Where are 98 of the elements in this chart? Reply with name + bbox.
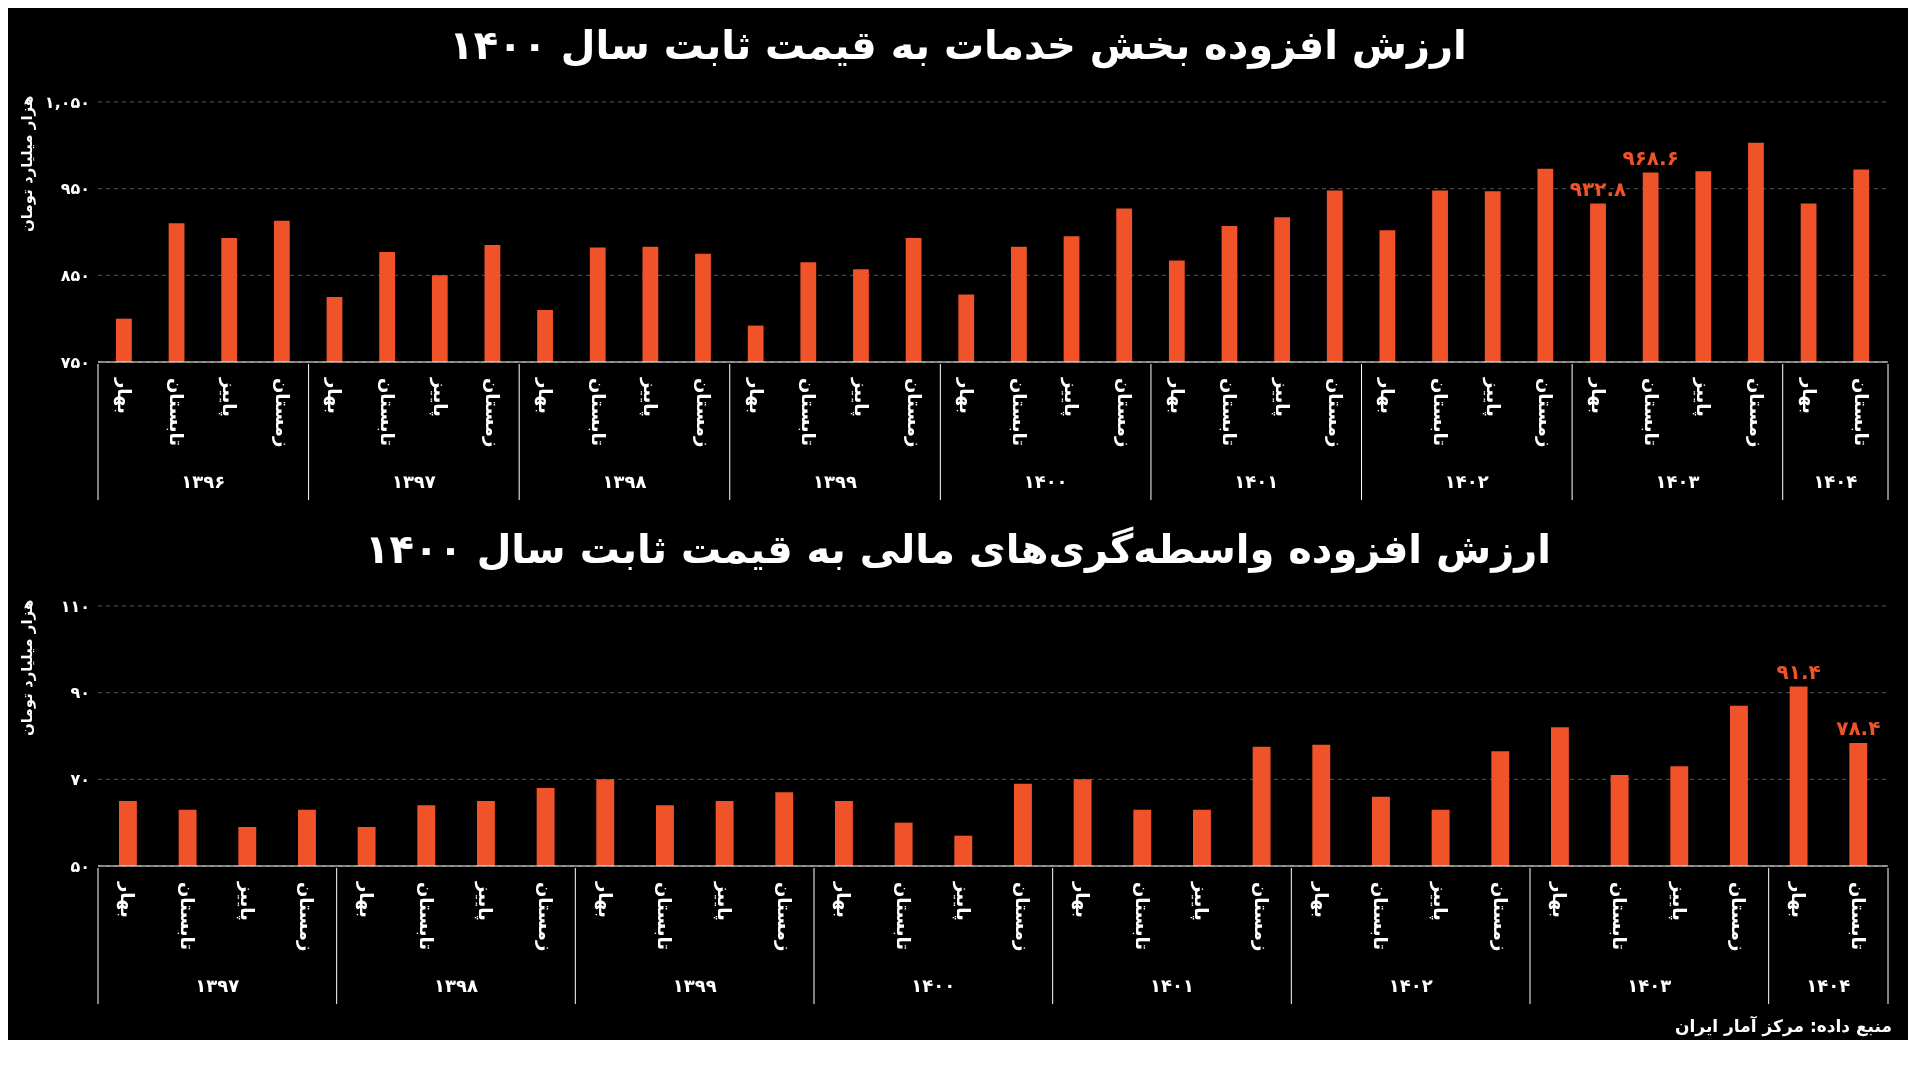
x-tick-label: بهار (112, 377, 135, 414)
text: ۱۴۰۲ (1444, 471, 1489, 492)
x-tick-label: پاییز (1481, 377, 1504, 417)
x-tick-label: تابستان (166, 378, 188, 447)
x-tick-label: بهار (1548, 881, 1571, 918)
text: ۱۴۰۱ (1234, 471, 1279, 492)
x-tick-label: بهار (955, 377, 978, 414)
y-tick-label: ۱,۰۵۰ (44, 92, 90, 112)
text: ۱۴۰۴ (1813, 471, 1858, 492)
data-label: ۹۳۲.۸ (1569, 176, 1627, 201)
x-tick-label: پاییز (1429, 881, 1451, 921)
text: ۱۴۰۲ (1388, 975, 1433, 996)
x-tick-label: پاییز (428, 377, 451, 417)
x-tick-label: بهار (355, 881, 377, 918)
x-tick-label: پاییز (1667, 881, 1690, 921)
text: ۱۳۹۹ (813, 471, 858, 492)
x-tick-label: زمستان (271, 378, 293, 448)
x-tick-label: بهار (1797, 377, 1820, 414)
y-axis-title: هزار میلیارد تومان (18, 95, 37, 232)
x-tick-label: زمستان (1324, 378, 1346, 448)
text: ۱۴۰۱ (1150, 975, 1194, 996)
x-tick-label: بهار (1376, 377, 1399, 414)
x-tick-label: پاییز (849, 377, 872, 417)
text: ۱۳۹۷ (195, 975, 240, 996)
text: ۱۳۹۹ (672, 975, 717, 996)
x-tick-label: زمستان (1012, 882, 1034, 952)
data-label: ۷۸.۴ (1836, 715, 1881, 740)
x-tick-label: تابستان (654, 882, 676, 951)
x-tick-label: زمستان (296, 882, 318, 952)
y-tick-label: ۷۰ (70, 770, 90, 790)
x-tick-label: تابستان (1640, 378, 1662, 447)
data-label: ۹۶۸.۶ (1622, 145, 1679, 170)
x-tick-label: پاییز (951, 881, 974, 921)
text: منبع داده: مرکز آمار ایران (1674, 1016, 1893, 1039)
x-tick-label: بهار (1165, 377, 1188, 414)
x-tick-label: تابستان (1851, 378, 1873, 447)
x-tick-label: زمستان (773, 882, 795, 952)
x-tick-label: زمستان (1535, 378, 1557, 448)
y-tick-label: ۱۱۰ (60, 596, 90, 616)
x-tick-label: بهار (744, 377, 767, 414)
x-tick-label: تابستان (415, 882, 437, 951)
y-axis-title: هزار میلیارد تومان (18, 599, 37, 736)
x-tick-label: بهار (1309, 881, 1332, 918)
x-tick-label: زمستان (535, 882, 556, 952)
x-tick-label: تابستان (1131, 882, 1153, 951)
text: ۱۴۰۰ (1023, 471, 1068, 492)
x-tick-label: تابستان (798, 378, 820, 447)
x-tick-label: تابستان (893, 882, 914, 951)
x-tick-label: تابستان (1370, 882, 1392, 951)
y-tick-label: ۵۰ (70, 856, 90, 876)
x-tick-label: بهار (1071, 881, 1093, 918)
text: ۱۴۰۳ (1627, 975, 1672, 996)
x-tick-label: پاییز (474, 881, 497, 921)
text: ۱۳۹۸ (434, 975, 478, 996)
x-tick-label: پاییز (1190, 881, 1213, 921)
x-tick-label: پاییز (639, 377, 662, 417)
data-label: ۹۱.۴ (1776, 659, 1821, 684)
x-tick-label: بهار (1787, 881, 1809, 918)
text: ۱۴۰۰ (911, 975, 956, 996)
x-tick-label: بهار (116, 881, 139, 918)
x-tick-label: بهار (832, 881, 855, 918)
x-tick-label: پاییز (1271, 377, 1294, 417)
x-tick-label: بهار (1586, 377, 1609, 414)
y-tick-label: ۹۰ (70, 683, 90, 703)
text: ۱۳۹۸ (602, 471, 647, 492)
x-tick-label: زمستان (903, 378, 925, 448)
x-tick-label: زمستان (692, 378, 714, 448)
y-tick-label: ۹۵۰ (60, 179, 90, 199)
x-tick-label: زمستان (1489, 882, 1511, 952)
x-tick-label: تابستان (377, 378, 399, 447)
x-tick-label: بهار (323, 377, 346, 414)
x-tick-label: زمستان (1728, 882, 1750, 952)
x-tick-label: پاییز (713, 881, 735, 921)
x-tick-label: زمستان (1114, 378, 1136, 448)
x-tick-label: پاییز (1692, 377, 1715, 417)
x-tick-label: بهار (593, 881, 616, 918)
chart-title: ارزش افزوده واسطه‌گری‌های مالی به قیمت ثابت سال ۱۴۰۰ (364, 525, 1552, 575)
x-tick-label: پاییز (1060, 377, 1083, 417)
text: ۱۳۹۷ (391, 471, 436, 492)
x-tick-label: بهار (534, 377, 556, 414)
y-tick-label: ۷۵۰ (60, 352, 90, 372)
y-tick-label: ۸۵۰ (60, 266, 90, 286)
x-tick-label: تابستان (1430, 378, 1451, 447)
x-tick-label: تابستان (1609, 882, 1630, 951)
chart-title: ارزش افزوده بخش خدمات به قیمت ثابت سال ۱۴۰۰ (448, 21, 1468, 71)
x-tick-label: تابستان (1219, 378, 1241, 447)
text: ۱۴۰۳ (1655, 471, 1700, 492)
x-tick-label: تابستان (177, 882, 198, 951)
x-tick-label: پاییز (218, 377, 241, 417)
text: ۱۴۰۴ (1806, 975, 1851, 996)
x-tick-label: تابستان (1847, 882, 1869, 951)
x-tick-label: زمستان (482, 378, 504, 448)
text: ۱۳۹۶ (181, 471, 226, 492)
x-tick-label: تابستان (1008, 378, 1030, 447)
x-tick-label: زمستان (1745, 378, 1767, 448)
x-tick-label: پاییز (235, 881, 258, 921)
x-tick-label: زمستان (1251, 882, 1272, 952)
x-tick-label: تابستان (587, 378, 609, 447)
